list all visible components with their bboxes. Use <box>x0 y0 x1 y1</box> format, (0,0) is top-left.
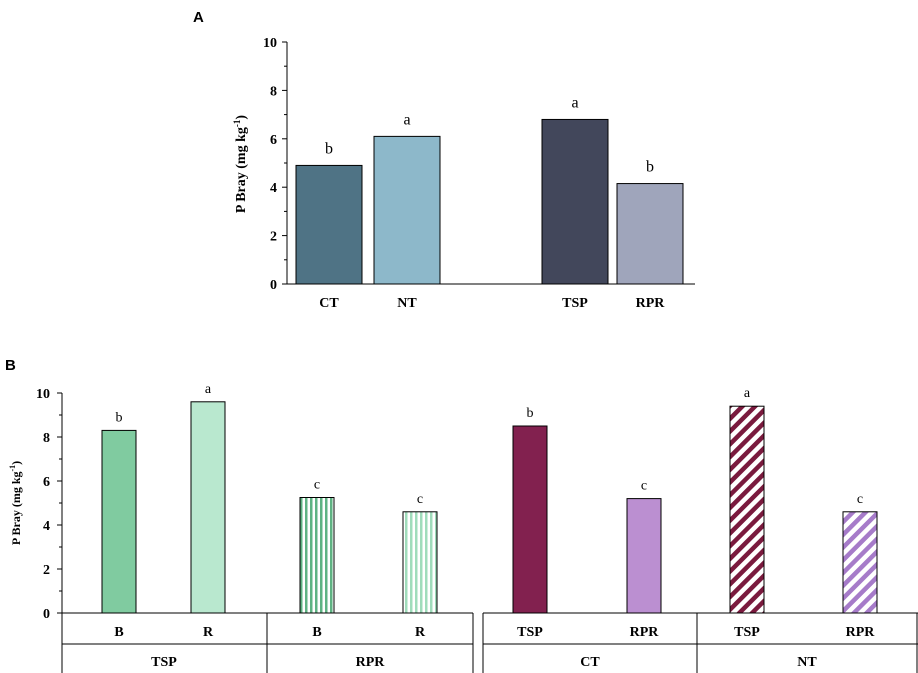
panel-b-group-label: TSP <box>151 655 177 670</box>
panel-a-significance-letter: a <box>571 94 578 111</box>
panel-a-significance-letter: a <box>403 111 410 128</box>
panel-b-category-label: RPR <box>630 625 660 640</box>
panel-b-bar <box>101 429 137 614</box>
panel-b-y-tick-label: 8 <box>43 431 50 446</box>
panel-a-y-tick-label: 0 <box>270 278 277 293</box>
panel-a-category-label: RPR <box>636 296 666 311</box>
panel-b-significance-letter: c <box>314 478 320 493</box>
panel-b-letter: B <box>5 357 16 374</box>
panel-a-bar <box>541 118 609 285</box>
panel-b-category-table <box>61 612 918 673</box>
panel-a-significance-letter: b <box>646 159 654 176</box>
panel-b-bar <box>626 498 662 614</box>
panel-b-bars: b a c c b c a c <box>101 382 878 614</box>
panel-b-category-label: RPR <box>846 625 876 640</box>
panel-b-significance-letter: c <box>641 479 647 494</box>
panel-a-y-tick-label: 10 <box>263 36 277 51</box>
panel-b-y-tick-label: 0 <box>43 607 50 622</box>
panel-b: B P Bray (mg kg-1) 0 2 4 6 8 10 b a c c b c a c B R B R… <box>5 357 918 673</box>
panel-a-y-ticks: 0 2 4 6 8 10 <box>263 36 287 293</box>
panel-b-significance-letter: a <box>744 386 751 401</box>
panel-b-group-label: RPR <box>356 655 386 670</box>
panel-b-significance-letter: c <box>417 492 423 507</box>
panel-b-bar <box>729 405 765 614</box>
panel-b-x-labels: B R B R TSP RPR TSP RPR TSP RPR CT NT <box>114 625 875 670</box>
panel-b-bar <box>512 425 548 614</box>
panel-b-category-label: TSP <box>734 625 760 640</box>
panel-b-bar <box>842 511 878 614</box>
panel-b-bar <box>402 511 438 614</box>
panel-b-significance-letter: b <box>527 406 534 421</box>
panel-b-y-tick-label: 2 <box>43 563 50 578</box>
panel-b-y-axis-label: P Bray (mg kg-1) <box>8 461 23 545</box>
panel-b-significance-letter: c <box>857 492 863 507</box>
panel-b-significance-letter: a <box>205 382 212 397</box>
panel-b-y-tick-label: 4 <box>43 519 50 534</box>
panel-b-category-label: B <box>114 625 123 640</box>
panel-a-category-label: NT <box>397 296 417 311</box>
panel-b-y-tick-label: 6 <box>43 475 50 490</box>
panel-a-bar <box>616 183 684 285</box>
panel-a-x-labels: CT NT TSP RPR <box>319 296 665 311</box>
panel-a-y-axis-label: P Bray (mg kg-1) <box>232 115 249 213</box>
panel-a-y-tick-label: 6 <box>270 133 277 148</box>
panel-a-significance-letter: b <box>325 140 333 157</box>
panel-b-category-label: R <box>415 625 426 640</box>
panel-a-letter: A <box>193 9 204 26</box>
panel-a-bars: b a a b <box>295 94 684 285</box>
panel-a-category-label: TSP <box>562 296 588 311</box>
panel-b-category-label: B <box>312 625 321 640</box>
panel-b-group-label: CT <box>580 655 600 670</box>
panel-b-group-label: NT <box>797 655 817 670</box>
panel-a-bar <box>295 164 363 285</box>
panel-a-category-label: CT <box>319 296 339 311</box>
panel-b-y-tick-label: 10 <box>36 387 50 402</box>
panel-b-bar <box>299 497 335 614</box>
panel-b-category-label: R <box>203 625 214 640</box>
panel-a-y-tick-label: 8 <box>270 84 277 99</box>
panel-b-bar <box>190 401 226 614</box>
panel-b-significance-letter: b <box>116 410 123 425</box>
panel-a-y-tick-label: 2 <box>270 230 277 245</box>
panel-a-y-tick-label: 4 <box>270 181 277 196</box>
panel-a: A P Bray (mg kg-1) 0 2 4 6 8 10 b a a b CT NT TSP R… <box>193 9 695 311</box>
panel-b-category-label: TSP <box>517 625 543 640</box>
panel-a-bar <box>373 135 441 285</box>
panel-b-y-ticks: 0 2 4 6 8 10 <box>36 387 62 622</box>
